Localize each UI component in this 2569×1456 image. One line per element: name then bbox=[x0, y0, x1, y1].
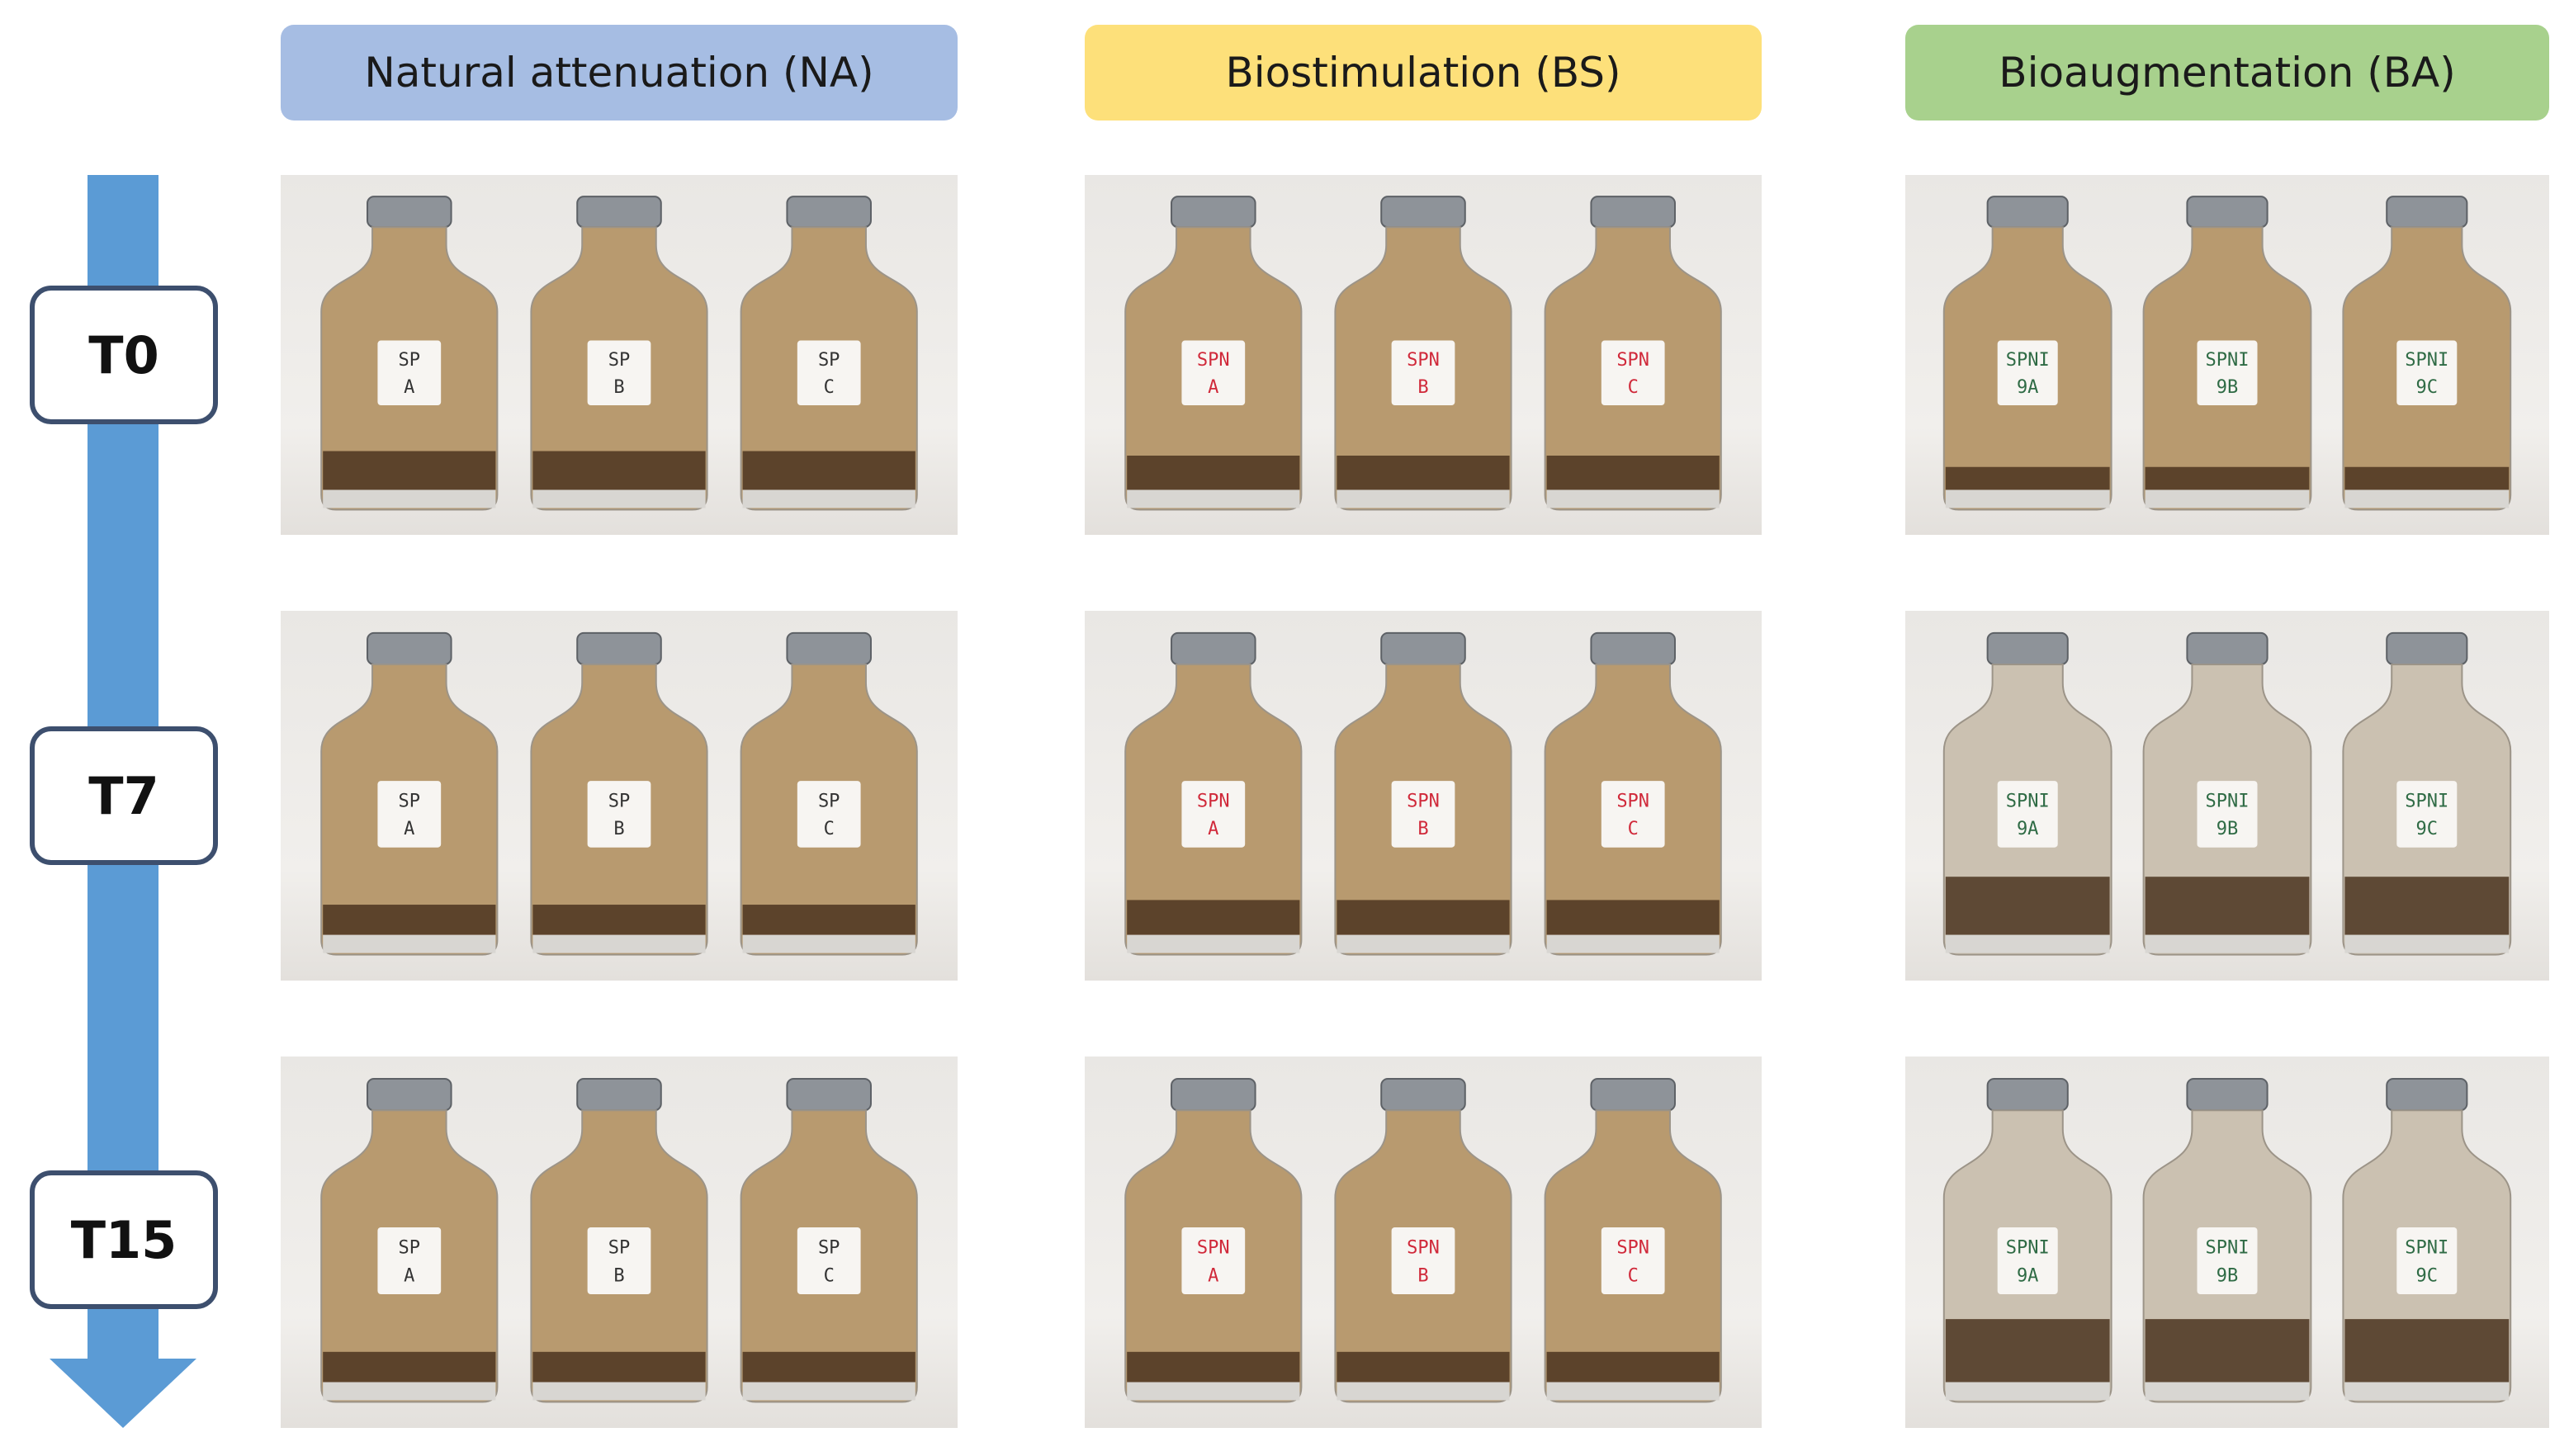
photo-na-t15: SP A SP B SP C bbox=[281, 1057, 958, 1428]
bottle-bs-t0-2: SPN B bbox=[1334, 196, 1512, 511]
bottle-label-text: 9C bbox=[2416, 377, 2439, 398]
bottle-label-text: SPN bbox=[1616, 791, 1649, 811]
bottle-label-text: SPN bbox=[1197, 791, 1230, 811]
bottle-bs-t7-3: SPN C bbox=[1544, 631, 1722, 956]
bottle-label-text: 9B bbox=[2217, 819, 2239, 839]
bottle-na-t7-3: SP C bbox=[740, 631, 918, 956]
bottle-label-text: C bbox=[1628, 377, 1639, 398]
bottle-label-text: SPNI bbox=[2405, 1238, 2448, 1259]
bottle-ba-t15-2: SPNI 9B bbox=[2142, 1078, 2312, 1403]
bottle-ba-t0-1: SPNI 9A bbox=[1942, 196, 2112, 511]
bottle-label-text: 9C bbox=[2416, 1265, 2439, 1286]
bottle-label-text: 9B bbox=[2217, 377, 2239, 398]
bottle-label-text: SPNI bbox=[2206, 791, 2250, 811]
bottle-bs-t0-1: SPN A bbox=[1124, 196, 1303, 511]
bottle-label-text: SPNI bbox=[2206, 1238, 2250, 1259]
bottle-label-text: 9A bbox=[2017, 1265, 2039, 1286]
bottle-label-text: SPNI bbox=[2006, 791, 2050, 811]
bottle-label-text: A bbox=[1208, 1265, 1218, 1286]
header-natural-attenuation: Natural attenuation (NA) bbox=[281, 25, 958, 121]
bottle-label-text: SPN bbox=[1407, 350, 1440, 371]
bottle-na-t0-1: SP A bbox=[320, 196, 499, 511]
bottle-label-text: A bbox=[404, 819, 414, 839]
bottle-label-text: B bbox=[1417, 377, 1428, 398]
bottle-ba-t7-1: SPNI 9A bbox=[1942, 631, 2112, 956]
bottle-ba-t15-3: SPNI 9C bbox=[2342, 1078, 2512, 1403]
bottle-label-text: SPN bbox=[1407, 791, 1440, 811]
bottle-ba-t0-3: SPNI 9C bbox=[2342, 196, 2512, 511]
timepoint-t7: T7 bbox=[30, 726, 218, 865]
bottle-label-text: SP bbox=[818, 791, 840, 811]
bottle-ba-t0-2: SPNI 9B bbox=[2142, 196, 2312, 511]
bottle-ba-t7-2: SPNI 9B bbox=[2142, 631, 2312, 956]
bottle-label-text: 9A bbox=[2017, 377, 2039, 398]
bottle-bs-t15-2: SPN B bbox=[1334, 1078, 1512, 1403]
bottle-bs-t15-3: SPN C bbox=[1544, 1078, 1722, 1403]
bottle-label-text: 9B bbox=[2217, 1265, 2239, 1286]
bottle-bs-t7-1: SPN A bbox=[1124, 631, 1303, 956]
bottle-na-t0-3: SP C bbox=[740, 196, 918, 511]
header-biostimulation: Biostimulation (BS) bbox=[1085, 25, 1762, 121]
photo-bs-t7: SPN A SPN B SPN C bbox=[1085, 611, 1762, 981]
photo-na-t0: SP A SP B SP C bbox=[281, 175, 958, 535]
photo-bs-t0: SPN A SPN B SPN C bbox=[1085, 175, 1762, 535]
bottle-label-text: SPNI bbox=[2405, 791, 2448, 811]
bottle-label-text: SP bbox=[399, 791, 421, 811]
bottle-label-text: SPNI bbox=[2006, 1238, 2050, 1259]
bottle-label-text: SPN bbox=[1197, 1238, 1230, 1259]
bottle-label-text: SP bbox=[818, 1238, 840, 1259]
bottle-label-text: SPN bbox=[1616, 350, 1649, 371]
bottle-label-text: SPNI bbox=[2206, 350, 2250, 371]
bottle-bs-t7-2: SPN B bbox=[1334, 631, 1512, 956]
bottle-label-text: B bbox=[613, 1265, 624, 1286]
bottle-na-t15-2: SP B bbox=[530, 1078, 708, 1403]
bottle-bs-t0-3: SPN C bbox=[1544, 196, 1722, 511]
bottle-na-t7-2: SP B bbox=[530, 631, 708, 956]
bottle-label-text: SP bbox=[608, 1238, 631, 1259]
bottle-na-t7-1: SP A bbox=[320, 631, 499, 956]
bottle-na-t15-1: SP A bbox=[320, 1078, 499, 1403]
bottle-label-text: A bbox=[404, 1265, 414, 1286]
bottle-label-text: SP bbox=[399, 350, 421, 371]
bottle-label-text: SP bbox=[608, 791, 631, 811]
bottle-label-text: SPNI bbox=[2405, 350, 2448, 371]
photo-na-t7: SP A SP B SP C bbox=[281, 611, 958, 981]
bottle-bs-t15-1: SPN A bbox=[1124, 1078, 1303, 1403]
bottle-label-text: C bbox=[824, 377, 835, 398]
bottle-label-text: SP bbox=[818, 350, 840, 371]
bottle-label-text: SPN bbox=[1407, 1238, 1440, 1259]
photo-bs-t15: SPN A SPN B SPN C bbox=[1085, 1057, 1762, 1428]
bottle-ba-t15-1: SPNI 9A bbox=[1942, 1078, 2112, 1403]
bottle-label-text: SPN bbox=[1616, 1238, 1649, 1259]
bottle-label-text: SPN bbox=[1197, 350, 1230, 371]
header-bioaugmentation: Bioaugmentation (BA) bbox=[1905, 25, 2549, 121]
photo-ba-t15: SPNI 9A SPNI 9B SPNI 9C bbox=[1905, 1057, 2549, 1428]
timepoint-t15: T15 bbox=[30, 1170, 218, 1309]
bottle-label-text: A bbox=[1208, 819, 1218, 839]
photo-ba-t0: SPNI 9A SPNI 9B SPNI 9C bbox=[1905, 175, 2549, 535]
bottle-label-text: SP bbox=[399, 1238, 421, 1259]
bottle-label-text: 9A bbox=[2017, 819, 2039, 839]
bottle-label-text: C bbox=[824, 1265, 835, 1286]
bottle-label-text: C bbox=[1628, 819, 1639, 839]
bottle-label-text: 9C bbox=[2416, 819, 2439, 839]
bottle-label-text: B bbox=[1417, 819, 1428, 839]
bottle-label-text: C bbox=[824, 819, 835, 839]
bottle-na-t15-3: SP C bbox=[740, 1078, 918, 1403]
bottle-label-text: A bbox=[1208, 377, 1218, 398]
timepoint-t0: T0 bbox=[30, 286, 218, 424]
bottle-label-text: SP bbox=[608, 350, 631, 371]
bottle-na-t0-2: SP B bbox=[530, 196, 708, 511]
bottle-label-text: SPNI bbox=[2006, 350, 2050, 371]
bottle-label-text: C bbox=[1628, 1265, 1639, 1286]
photo-ba-t7: SPNI 9A SPNI 9B SPNI 9C bbox=[1905, 611, 2549, 981]
bottle-ba-t7-3: SPNI 9C bbox=[2342, 631, 2512, 956]
bottle-label-text: B bbox=[613, 819, 624, 839]
bottle-label-text: A bbox=[404, 377, 414, 398]
bottle-label-text: B bbox=[613, 377, 624, 398]
bottle-label-text: B bbox=[1417, 1265, 1428, 1286]
